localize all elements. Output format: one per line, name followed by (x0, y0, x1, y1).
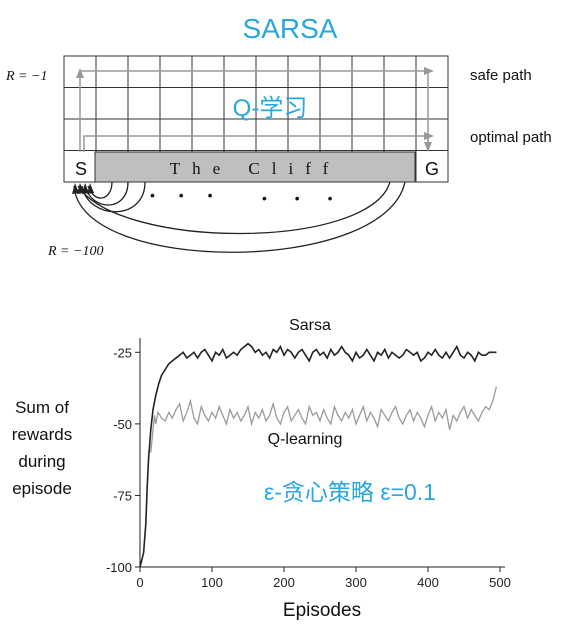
sarsa-title: SARSA (243, 13, 338, 44)
grid-cell (383, 118, 417, 151)
x-tick-label: 100 (201, 575, 223, 590)
grid-cell (191, 87, 225, 120)
y-axis-label: Sum of rewards during episode (12, 398, 72, 498)
x-tick-label: 300 (345, 575, 367, 590)
x-tick-label: 500 (489, 575, 511, 590)
optimal-path-label: optimal path (470, 129, 552, 146)
y-ticks: -25 -50 -75 -100 (106, 345, 140, 575)
epsilon-greedy-caption: ε-贪心策略 ε=0.1 (264, 479, 436, 505)
y-tick-label: -100 (106, 560, 132, 575)
grid-cell (383, 87, 417, 120)
series-q-learning-line (150, 386, 498, 453)
grid-cell (415, 118, 449, 151)
grid-cell (319, 118, 353, 151)
x-tick-label: 0 (136, 575, 143, 590)
grid-cell (127, 118, 161, 151)
arrowhead-icon (77, 183, 84, 194)
grid-cell (255, 118, 289, 151)
safe-path-arrow-right-icon (424, 67, 434, 75)
reward-step-label: R = −1 (5, 69, 47, 84)
grid-cell (223, 118, 257, 151)
safe-path-label: safe path (470, 67, 532, 84)
optimal-path-arrow-icon (424, 132, 434, 140)
return-arrowheads (72, 183, 94, 194)
grid-cell (159, 118, 193, 151)
ylabel-line: Sum of (15, 398, 69, 417)
return-arrow (77, 181, 391, 235)
grid-cell (415, 87, 449, 120)
x-tick-label: 400 (417, 575, 439, 590)
grid-cell (287, 118, 321, 151)
series-sarsa-line (139, 342, 497, 568)
gridworld: The Cliff S G • • • • • • R = −1 R = −10… (5, 55, 552, 259)
q-learning-overlay: Q-学习 (233, 95, 308, 122)
reward-chart: -25 -50 -75 -100 0 100 200 300 400 500 Sarsa Q-l… (12, 317, 511, 621)
x-axis-label: Episodes (283, 600, 361, 621)
grid-cell (127, 87, 161, 120)
grid-cell (159, 87, 193, 120)
grid-cell (95, 118, 129, 151)
arrowhead-icon (87, 183, 94, 194)
reward-cliff-label: R = −100 (47, 244, 103, 259)
ylabel-line: episode (12, 479, 72, 498)
dots-right: • • • (262, 190, 344, 206)
cliff-return-arrows (73, 181, 406, 253)
grid-cell (351, 118, 385, 151)
arrowhead-icon (72, 183, 79, 194)
cliff-label: The Cliff (170, 159, 340, 178)
y-tick-label: -75 (113, 488, 132, 503)
safe-path-arrow-up-icon (76, 68, 84, 78)
grid-cell (319, 87, 353, 120)
return-arrow (73, 181, 406, 253)
ylabel-line: during (18, 452, 65, 471)
x-ticks: 0 100 200 300 400 500 (136, 567, 511, 590)
ylabel-line: rewards (12, 425, 72, 444)
grid-cell (351, 87, 385, 120)
grid-cell (191, 118, 225, 151)
cliff-region (94, 151, 416, 183)
y-tick-label: -50 (113, 417, 132, 432)
goal-label: G (425, 159, 439, 179)
safe-path-line (79, 70, 429, 152)
x-tick-label: 200 (273, 575, 295, 590)
grid-cell (95, 87, 129, 120)
series-label-q-learning: Q-learning (268, 431, 343, 448)
dots-left: • • • (150, 187, 222, 203)
arrowhead-icon (82, 183, 89, 194)
y-tick-label: -25 (113, 345, 132, 360)
grid-cell (415, 150, 449, 183)
start-label: S (75, 159, 87, 179)
series-label-sarsa: Sarsa (289, 317, 331, 334)
optimal-path-line (83, 135, 429, 152)
